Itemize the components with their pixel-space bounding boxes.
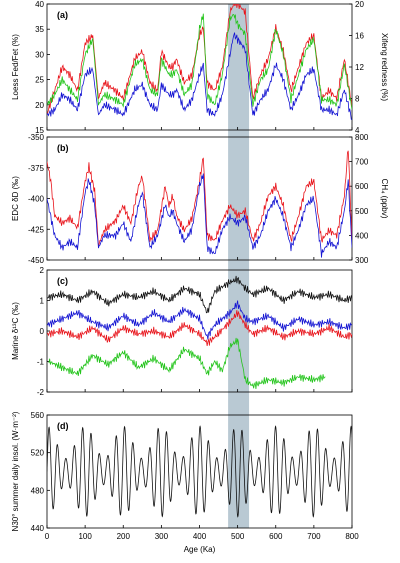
y-tick-label: 440 (31, 524, 45, 533)
y-tick-label: 40 (35, 0, 44, 9)
panel-label: (c) (57, 276, 68, 286)
series-line-2-2 (47, 310, 352, 347)
y-tick-label-right: 300 (355, 256, 369, 265)
y-axis-label-right: Xifeng redness (%) (380, 33, 389, 101)
panel-label: (b) (57, 143, 69, 153)
x-tick-label: 500 (231, 532, 245, 541)
y-axis-label: Marine δ¹³C (‰) (11, 302, 20, 360)
y-tick-label-right: 500 (355, 207, 369, 216)
y-tick-label: 35 (35, 25, 44, 34)
y-tick-label-right: 4 (355, 126, 360, 135)
y-tick-label-right: 700 (355, 158, 369, 167)
y-tick-label: 20 (35, 101, 44, 110)
series-line-3-0 (47, 425, 352, 518)
x-tick-label: 600 (269, 532, 283, 541)
y-tick-label-right: 8 (355, 95, 360, 104)
y-tick-label-right: 16 (355, 32, 364, 41)
y-tick-label: 520 (31, 449, 45, 458)
y-tick-label: -425 (28, 225, 45, 234)
y-tick-label-right: 600 (355, 182, 369, 191)
series-line-1-1 (47, 173, 352, 258)
y-tick-label: -2 (37, 388, 45, 397)
x-tick-label: 300 (155, 532, 169, 541)
x-tick-label: 800 (345, 532, 359, 541)
y-tick-label: 15 (35, 126, 44, 135)
shaded-band (228, 4, 250, 528)
y-tick-label: 2 (40, 266, 45, 275)
series-line-0-1 (47, 13, 352, 110)
x-tick-label: 700 (307, 532, 321, 541)
y-tick-label: 480 (31, 486, 45, 495)
y-tick-label: -400 (28, 195, 45, 204)
series-line-0-0 (47, 4, 352, 115)
y-tick-label-right: 800 (355, 133, 369, 142)
y-tick-label-right: 400 (355, 231, 369, 240)
y-axis-label-right: CH₄ (ppbv) (380, 179, 389, 219)
series-line-2-3 (48, 337, 326, 389)
y-tick-label-right: 20 (355, 0, 364, 9)
x-tick-label: 100 (78, 532, 92, 541)
panel-frame (46, 269, 353, 393)
x-tick-label: 400 (193, 532, 207, 541)
y-tick-label: 1 (40, 297, 45, 306)
series-line-0-2 (47, 32, 352, 121)
panel-label: (a) (57, 10, 68, 20)
y-tick-label: -375 (28, 164, 45, 173)
series-line-2-0 (47, 275, 352, 314)
x-tick-label: 200 (117, 532, 131, 541)
panel-label: (d) (57, 421, 69, 431)
y-tick-label: -450 (28, 256, 45, 265)
y-tick-label: -1 (37, 358, 45, 367)
y-tick-label: 0 (40, 327, 45, 336)
y-tick-label: 560 (31, 411, 45, 420)
y-tick-label: 25 (35, 76, 44, 85)
y-axis-label: Loess Fed/Fet (%) (11, 34, 20, 100)
panel-frame (46, 3, 353, 131)
y-tick-label: 30 (35, 50, 44, 59)
x-axis-label: Age (Ka) (184, 545, 216, 554)
x-tick-label: 0 (45, 532, 50, 541)
y-tick-label: -350 (28, 133, 45, 142)
y-axis-label: N30° summer daily insol. (W·m⁻²) (11, 411, 20, 531)
series-line-2-1 (47, 300, 352, 340)
y-axis-label: EDC δD (‰) (11, 176, 20, 221)
y-tick-label-right: 12 (355, 63, 364, 72)
